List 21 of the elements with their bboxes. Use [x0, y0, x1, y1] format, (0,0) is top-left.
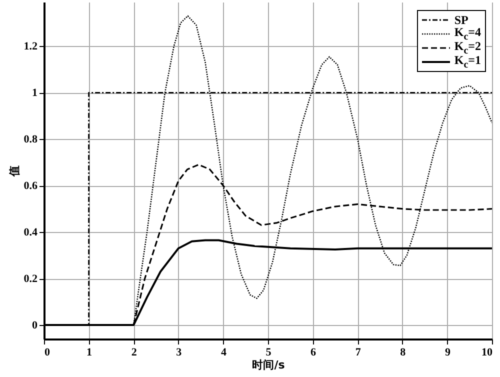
- y-tick-label: 1.2: [24, 40, 38, 53]
- x-tick-label: 3: [176, 346, 182, 358]
- x-tick-label: 10: [482, 346, 493, 358]
- x-tick-label: 5: [266, 346, 272, 358]
- x-tick-label: 7: [355, 346, 362, 358]
- x-tick-label: 0: [44, 346, 50, 358]
- y-axis-title: 值: [8, 166, 21, 178]
- y-tick-label: 0.6: [24, 180, 38, 192]
- y-tick-label: 0.8: [24, 134, 38, 146]
- x-tick-label: 1: [86, 346, 92, 358]
- y-tick-label: 0.2: [24, 273, 38, 286]
- x-tick-label: 2: [131, 346, 138, 358]
- y-tick-label: 1: [32, 87, 38, 100]
- x-tick-label: 4: [220, 346, 227, 358]
- legend-label: SP: [454, 12, 468, 28]
- x-tick-label: 9: [444, 346, 451, 358]
- x-axis-title: 时间/s: [252, 358, 286, 372]
- y-tick-label: 0: [32, 320, 38, 332]
- x-tick-label: 8: [400, 346, 406, 358]
- x-tick-label: 6: [310, 346, 317, 358]
- y-tick-label: 0.4: [24, 226, 38, 239]
